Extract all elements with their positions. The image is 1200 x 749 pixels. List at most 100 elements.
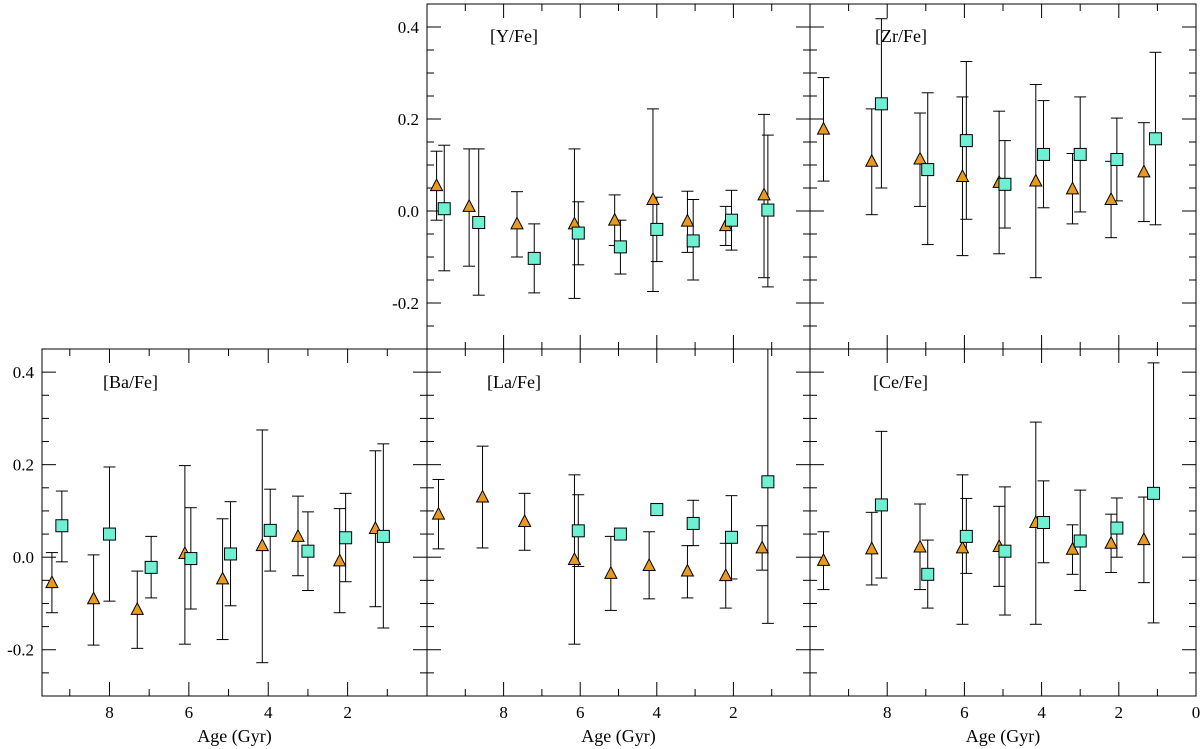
y-tick-label: 0.4 — [398, 18, 420, 37]
y-tick-label: 0.2 — [398, 110, 419, 129]
y-tick-label: -0.2 — [392, 294, 419, 313]
x-tick-label: 8 — [499, 703, 508, 722]
square-point — [571, 226, 585, 240]
triangle-point — [607, 212, 622, 226]
triangle-point — [475, 489, 490, 503]
square-point — [761, 475, 775, 489]
square-point — [1110, 152, 1124, 166]
square-point — [1147, 486, 1161, 500]
square-point — [184, 552, 198, 566]
square-point — [921, 567, 935, 581]
square-point — [959, 134, 973, 148]
triangle-point — [680, 563, 695, 577]
triangle-point — [755, 540, 769, 554]
triangle-point — [913, 539, 927, 553]
x-tick-label: 2 — [343, 703, 352, 722]
triangle-point — [429, 178, 444, 192]
triangle-point — [130, 601, 145, 615]
triangle-point — [680, 213, 695, 227]
panel-ce-fe: 8 6 4 2 0 Age (Gyr) [Ce/Fe] — [809, 348, 1200, 747]
square-point — [998, 177, 1012, 191]
triangle-point — [816, 121, 831, 135]
triangle-point — [816, 552, 831, 566]
triangle-point — [510, 216, 524, 230]
square-point — [921, 163, 935, 177]
square-point — [724, 213, 738, 227]
x-tick-label: 4 — [1037, 703, 1046, 722]
triangle-point — [864, 541, 879, 555]
x-axis-label: Age (Gyr) — [197, 726, 271, 747]
square-point — [144, 560, 158, 574]
square-point — [1148, 132, 1162, 146]
panel-title: [Ce/Fe] — [873, 372, 928, 392]
triangle-point — [517, 513, 532, 528]
square-point — [1073, 534, 1087, 548]
triangle-point — [462, 198, 476, 212]
square-point — [1037, 147, 1051, 161]
square-point — [874, 97, 888, 111]
y-tick-label: 0.4 — [13, 363, 35, 382]
square-point — [1073, 147, 1087, 161]
square-point — [761, 203, 775, 217]
square-point — [1037, 516, 1051, 529]
x-tick-label: 8 — [883, 703, 892, 722]
x-tick-label: 0 — [1192, 703, 1200, 722]
square-point — [650, 222, 664, 236]
triangle-point — [86, 591, 101, 605]
square-point — [301, 544, 315, 558]
triangle-point — [955, 540, 970, 554]
square-point — [686, 516, 700, 530]
panel-title: [Y/Fe] — [490, 26, 538, 46]
y-tick-label: 0.2 — [13, 456, 34, 475]
square-point — [376, 529, 390, 543]
x-tick-label: 4 — [653, 703, 662, 722]
square-point — [472, 216, 486, 229]
plot-frame — [41, 348, 428, 697]
x-tick-label: 8 — [105, 703, 114, 722]
panel-y-fe: 0.4 0.2 0.0 -0.2 [Y/Fe] — [392, 3, 811, 350]
square-point — [437, 202, 451, 216]
triangle-point — [215, 571, 230, 585]
square-point — [613, 527, 627, 541]
panel-title: [Zr/Fe] — [875, 26, 927, 46]
panel-zr-fe: [Zr/Fe] — [809, 3, 1197, 350]
x-tick-label: 2 — [1115, 703, 1124, 722]
square-point — [263, 523, 277, 537]
y-tick-label: 0.0 — [398, 202, 419, 221]
x-axis-label: Age (Gyr) — [581, 726, 655, 747]
x-tick-label: 6 — [185, 703, 194, 722]
plot-frame — [426, 3, 811, 350]
square-point — [686, 234, 700, 248]
square-point — [650, 503, 664, 517]
square-point — [613, 240, 627, 254]
square-point — [527, 251, 541, 265]
square-point — [55, 519, 69, 533]
triangle-point — [1065, 541, 1080, 555]
panel-title: [La/Fe] — [487, 372, 541, 392]
square-point — [339, 531, 353, 545]
panel-title: [Ba/Fe] — [103, 372, 158, 392]
triangle-point — [1137, 531, 1151, 546]
triangle-point — [567, 551, 582, 565]
triangle-point — [1065, 181, 1080, 195]
panel-ba-fe: 0.4 0.2 0.0 -0.2 8 6 4 2 Age (Gyr) [Ba/Fe] — [7, 348, 428, 747]
panel-la-fe: 8 6 4 2 Age (Gyr) [La/Fe] — [426, 348, 811, 747]
triangle-point — [1137, 164, 1151, 178]
x-axis-label: Age (Gyr) — [966, 726, 1040, 747]
x-tick-label: 6 — [960, 703, 969, 722]
triangle-point — [913, 151, 927, 165]
plot-frame — [426, 348, 811, 697]
square-point — [959, 529, 973, 543]
square-point — [724, 530, 738, 544]
triangle-point — [646, 191, 660, 205]
square-point — [998, 544, 1012, 558]
square-point — [224, 547, 238, 561]
y-tick-label: 0.0 — [13, 548, 34, 567]
plot-frame — [809, 348, 1197, 697]
triangle-point — [955, 168, 970, 182]
x-tick-label: 4 — [264, 703, 273, 722]
square-point — [571, 524, 585, 538]
square-point — [1110, 521, 1124, 535]
triangle-point — [864, 153, 879, 167]
